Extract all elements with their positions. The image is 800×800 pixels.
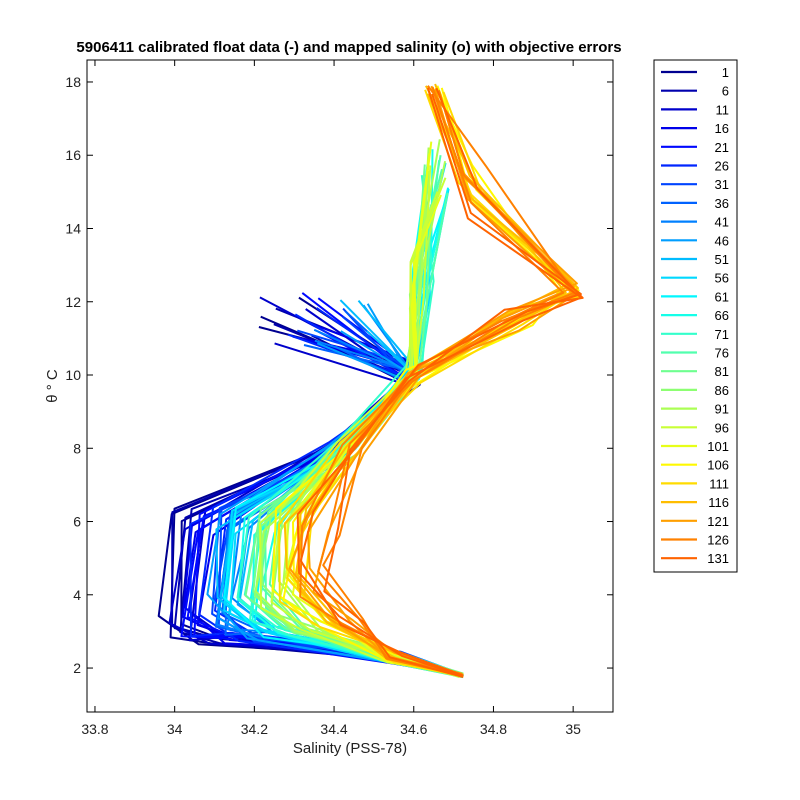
legend-label: 106: [707, 458, 729, 473]
y-tick-label: 4: [73, 587, 81, 603]
y-tick-label: 16: [65, 147, 81, 163]
legend-label: 66: [715, 308, 729, 323]
legend-label: 91: [715, 402, 729, 417]
y-axis: 2 4 6 8 10 12 14 16 18: [65, 74, 613, 676]
legend-label: 96: [715, 420, 729, 435]
legend-label: 126: [707, 533, 729, 548]
x-tick-label: 34.2: [241, 721, 268, 737]
profile-line: [270, 191, 463, 676]
x-tick-label: 34.6: [400, 721, 427, 737]
x-tick-label: 35: [565, 721, 581, 737]
chart-title: 5906411 calibrated float data (-) and ma…: [76, 39, 621, 56]
legend-label: 56: [715, 271, 729, 286]
y-tick-label: 8: [73, 440, 81, 456]
legend-label: 101: [707, 439, 729, 454]
plot-frame: [86, 59, 614, 713]
legend-label: 6: [722, 84, 729, 99]
y-tick-label: 14: [65, 220, 81, 236]
legend-label: 31: [715, 177, 729, 192]
y-tick-label: 12: [65, 294, 81, 310]
y-axis-label: θ ° C: [44, 369, 61, 403]
y-tick-label: 18: [65, 74, 81, 90]
legend-label: 121: [707, 514, 729, 529]
y-tick-label: 10: [65, 367, 81, 383]
legend-label: 116: [708, 495, 729, 510]
profile-line: [254, 160, 460, 679]
legend-label: 81: [715, 364, 729, 379]
legend-label: 1: [722, 65, 729, 80]
legend-label: 46: [715, 233, 729, 248]
legend-label: 11: [716, 102, 730, 117]
x-axis: 33.8 34 34.2 34.4 34.6 34.8 35: [81, 60, 581, 737]
legend-label: 26: [715, 159, 729, 174]
legend-label: 76: [715, 346, 729, 361]
x-tick-label: 34.8: [480, 721, 507, 737]
x-tick-label: 33.8: [81, 721, 108, 737]
legend-label: 51: [715, 252, 729, 267]
profile-line: [296, 87, 583, 677]
profile-line: [323, 87, 584, 678]
legend-label: 61: [715, 289, 729, 304]
series-layer: [157, 83, 584, 679]
legend-label: 41: [715, 215, 729, 230]
x-tick-label: 34.4: [320, 721, 347, 737]
x-axis-label: Salinity (PSS-78): [293, 740, 407, 757]
x-tick-label: 34: [167, 721, 183, 737]
legend-label: 21: [715, 140, 729, 155]
profile-line: [299, 93, 582, 677]
legend: 1611162126313641465156616671768186919610…: [653, 59, 738, 573]
profile-line: [317, 85, 576, 676]
legend-label: 71: [715, 327, 729, 342]
legend-label: 16: [715, 121, 729, 136]
profile-line: [282, 147, 464, 677]
legend-label: 36: [715, 196, 729, 211]
legend-label: 86: [715, 383, 729, 398]
y-tick-label: 6: [73, 514, 81, 530]
legend-label: 131: [707, 551, 729, 566]
legend-label: 111: [709, 476, 729, 491]
y-tick-label: 2: [73, 660, 81, 676]
